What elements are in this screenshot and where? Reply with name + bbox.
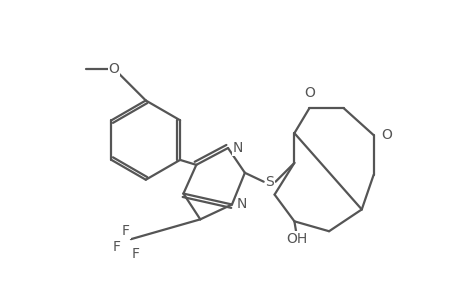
Text: O: O (303, 86, 314, 100)
Text: N: N (232, 141, 243, 155)
Text: F: F (122, 224, 130, 238)
Text: S: S (265, 175, 274, 189)
Text: O: O (108, 62, 119, 76)
Text: F: F (132, 247, 140, 261)
Text: N: N (236, 197, 247, 212)
Text: O: O (381, 128, 392, 142)
Text: OH: OH (285, 232, 306, 246)
Text: F: F (113, 240, 121, 254)
